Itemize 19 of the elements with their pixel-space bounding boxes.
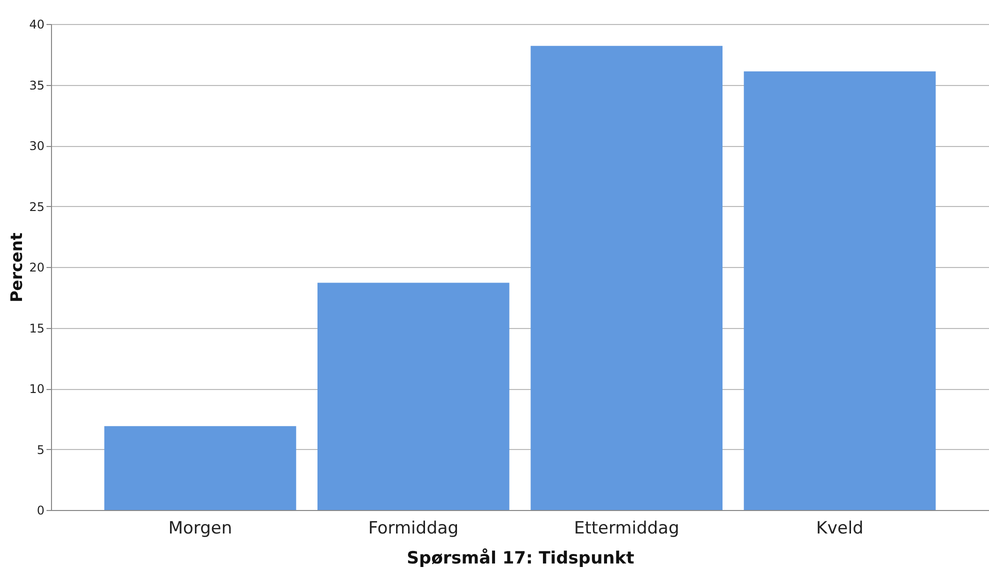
y-axis-title: Percent — [7, 232, 26, 302]
y-tick-label: 10 — [29, 382, 44, 396]
y-tick-label: 5 — [36, 442, 44, 457]
bar — [104, 426, 296, 510]
x-tick-label: Formiddag — [368, 518, 459, 538]
y-tick-label: 40 — [29, 18, 44, 32]
y-tick-label: 0 — [36, 504, 44, 518]
y-tick-label: 30 — [29, 139, 44, 153]
y-tick-label: 15 — [29, 321, 44, 336]
x-tick-label: Ettermiddag — [574, 518, 680, 538]
bar — [530, 46, 723, 510]
bar — [317, 282, 510, 510]
y-tick-label: 25 — [29, 200, 44, 214]
x-tick-label: Kveld — [816, 518, 864, 538]
y-tick-label: 20 — [29, 260, 44, 274]
bar — [744, 71, 936, 510]
x-axis-title: Spørsmål 17: Tidspunkt — [406, 548, 634, 568]
x-tick-label: Morgen — [168, 518, 232, 538]
y-tick-label: 35 — [29, 78, 44, 92]
